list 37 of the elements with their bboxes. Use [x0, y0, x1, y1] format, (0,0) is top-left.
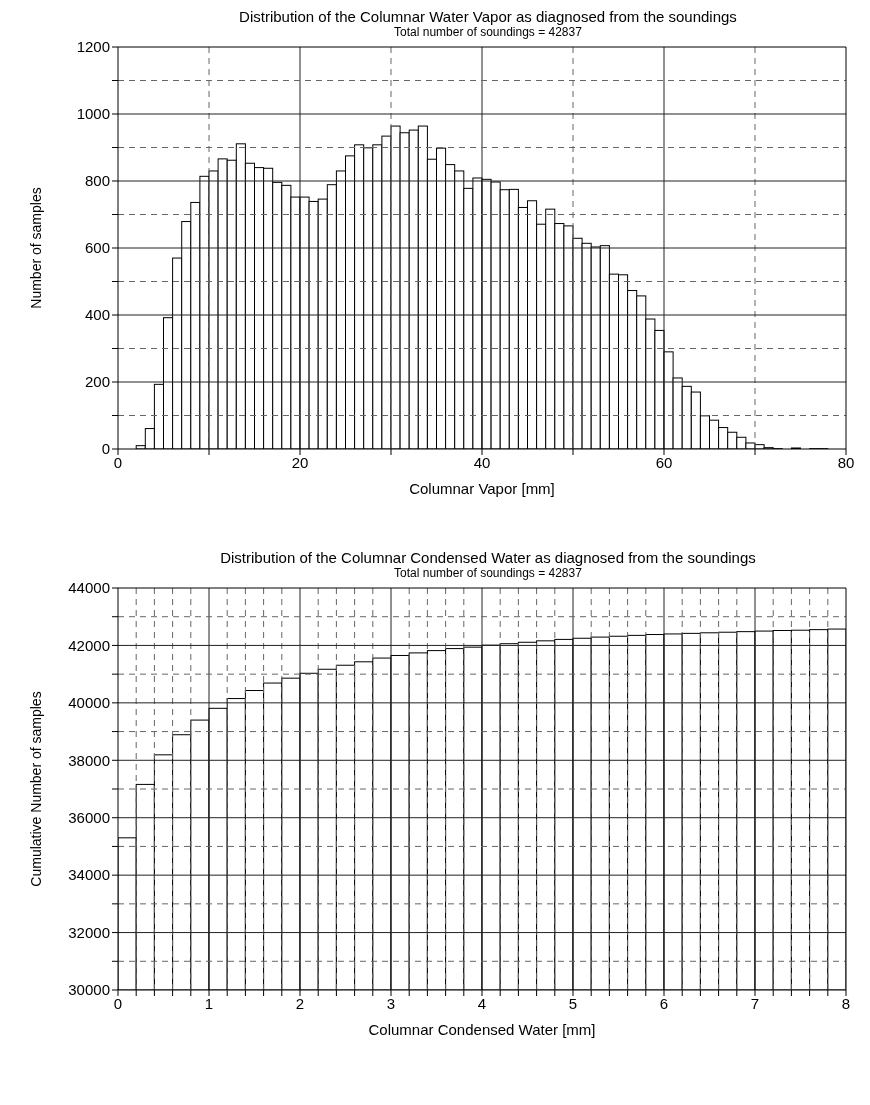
y-tick-label: 400	[84, 306, 110, 324]
y-axis-title: Cumulative Number of samples	[27, 691, 44, 887]
chart-subtitle: Total number of soundings = 42837	[393, 25, 583, 39]
y-tick-label: 0	[101, 440, 110, 458]
chart-subtitle: Total number of soundings = 42837	[393, 566, 583, 580]
x-axis-title: Columnar Condensed Water [mm]	[368, 1021, 596, 1038]
y-tick-label: 32000	[68, 923, 110, 941]
x-tick-label: 0	[113, 453, 123, 471]
chart-title: Distribution of the Columnar Condensed Water as diagnosed from the soundings	[219, 549, 757, 566]
x-tick-label: 4	[477, 994, 487, 1012]
y-tick-label: 1000	[76, 105, 110, 123]
y-tick-label: 36000	[68, 809, 110, 827]
y-tick-label: 44000	[68, 579, 110, 597]
y-tick-label: 30000	[68, 981, 110, 999]
x-tick-label: 2	[295, 994, 305, 1012]
y-tick-label: 40000	[68, 694, 110, 712]
x-tick-label: 0	[113, 994, 123, 1012]
y-tick-label: 42000	[68, 636, 110, 654]
y-tick-label: 200	[84, 373, 110, 391]
x-tick-label: 60	[655, 453, 673, 471]
x-tick-label: 5	[568, 994, 578, 1012]
x-tick-label: 1	[204, 994, 214, 1012]
x-tick-label: 20	[291, 453, 309, 471]
y-tick-label: 38000	[68, 751, 110, 769]
y-tick-label: 1200	[76, 38, 110, 56]
x-axis-title: Columnar Vapor [mm]	[409, 480, 555, 497]
x-tick-label: 7	[750, 994, 760, 1012]
x-tick-label: 80	[837, 453, 855, 471]
x-tick-label: 40	[473, 453, 491, 471]
y-tick-label: 600	[84, 239, 110, 257]
chart-title: Distribution of the Columnar Water Vapor as diagnosed from the soundings	[238, 8, 738, 25]
y-tick-label: 800	[84, 172, 110, 190]
x-tick-label: 8	[841, 994, 851, 1012]
x-tick-label: 6	[659, 994, 669, 1012]
x-tick-label: 3	[386, 994, 396, 1012]
y-axis-title: Number of samples	[27, 187, 44, 309]
y-tick-label: 34000	[68, 866, 110, 884]
